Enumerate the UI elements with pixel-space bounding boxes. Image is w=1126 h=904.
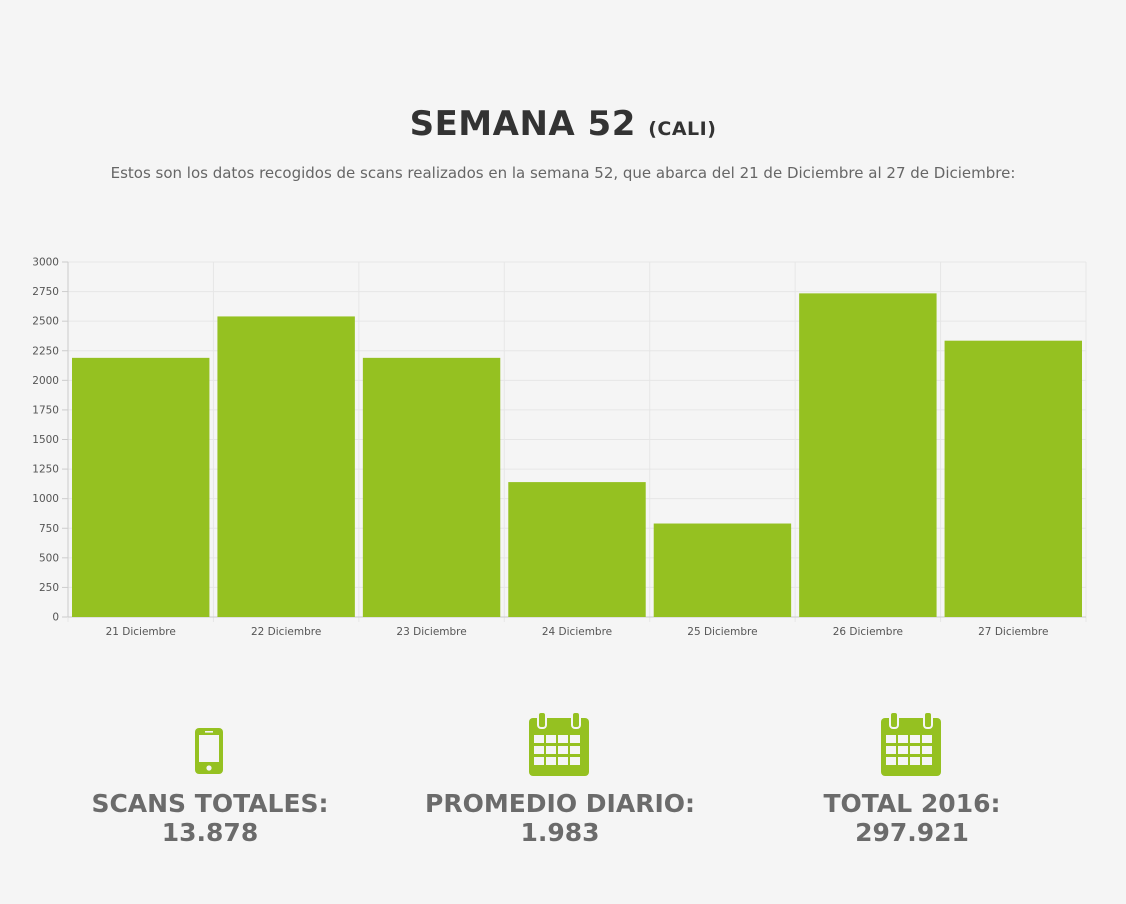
stat-promedio-diario: PROMEDIO DIARIO: 1.983 bbox=[380, 710, 740, 848]
x-tick-label: 27 Diciembre bbox=[978, 626, 1048, 638]
stat-value: 1.983 bbox=[520, 818, 600, 847]
x-tick-label: 21 Diciembre bbox=[106, 626, 176, 638]
x-tick-label: 26 Diciembre bbox=[833, 626, 903, 638]
page-title: SEMANA 52 (CALI) bbox=[0, 100, 1126, 153]
bar bbox=[944, 340, 1082, 617]
y-tick-label: 2000 bbox=[32, 375, 59, 387]
y-tick-label: 2750 bbox=[32, 286, 59, 298]
bar-chart: 0 250 500 750 1000 1250 1500 1750 2000 2250 2500 27… bbox=[32, 257, 1087, 638]
y-tick-label: 2250 bbox=[32, 345, 59, 357]
y-tick-label: 1000 bbox=[32, 493, 59, 505]
bar bbox=[653, 523, 792, 617]
stat-label: SCANS TOTALES: bbox=[91, 789, 329, 818]
calendar-icon bbox=[380, 710, 740, 776]
stat-label: TOTAL 2016: bbox=[823, 789, 1001, 818]
stat-scans-totales: SCANS TOTALES: 13.878 bbox=[30, 710, 390, 848]
y-tick-label: 1750 bbox=[32, 404, 59, 416]
bar bbox=[217, 316, 355, 617]
stat-value: 13.878 bbox=[161, 818, 259, 847]
bar bbox=[799, 293, 937, 617]
bar bbox=[508, 482, 646, 617]
stat-total-2016: TOTAL 2016: 297.921 bbox=[732, 710, 1092, 848]
y-tick-label: 1250 bbox=[32, 464, 59, 476]
stat-label: PROMEDIO DIARIO: bbox=[425, 789, 695, 818]
bar bbox=[72, 357, 210, 617]
y-tick-label: 500 bbox=[39, 552, 59, 564]
x-tick-label: 25 Diciembre bbox=[687, 626, 757, 638]
x-tick-label: 24 Diciembre bbox=[542, 626, 612, 638]
calendar-icon bbox=[732, 710, 1092, 776]
bar bbox=[362, 357, 501, 617]
y-tick-label: 3000 bbox=[32, 257, 59, 269]
y-tick-label: 750 bbox=[39, 523, 59, 535]
smartphone-icon bbox=[30, 710, 390, 776]
y-tick-label: 2500 bbox=[32, 316, 59, 328]
x-tick-label: 23 Diciembre bbox=[396, 626, 466, 638]
y-tick-label: 250 bbox=[39, 582, 59, 594]
title-main: SEMANA 52 bbox=[409, 104, 636, 144]
stats-row: SCANS TOTALES: 13.878 PROMEDIO DIARIO: 1… bbox=[0, 710, 1126, 870]
stat-value: 297.921 bbox=[855, 818, 969, 847]
page-description: Estos son los datos recogidos de scans r… bbox=[110, 164, 1016, 182]
title-subtitle: (CALI) bbox=[648, 118, 717, 140]
y-tick-label: 0 bbox=[52, 612, 59, 624]
y-tick-label: 1500 bbox=[32, 434, 59, 446]
x-tick-label: 22 Diciembre bbox=[251, 626, 321, 638]
